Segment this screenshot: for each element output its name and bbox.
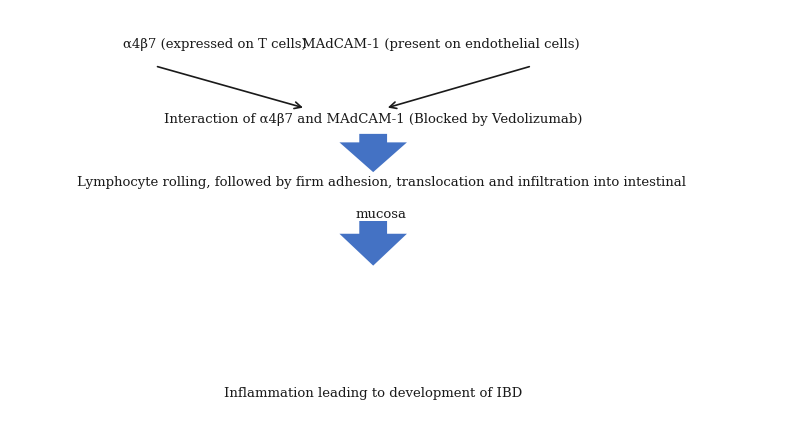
- Polygon shape: [340, 221, 407, 266]
- Text: mucosa: mucosa: [356, 208, 407, 221]
- Text: Inflammation leading to development of IBD: Inflammation leading to development of I…: [224, 387, 522, 399]
- Polygon shape: [340, 134, 407, 172]
- Text: α4β7 (expressed on T cells): α4β7 (expressed on T cells): [123, 38, 306, 51]
- Text: MAdCAM-1 (present on endothelial cells): MAdCAM-1 (present on endothelial cells): [302, 38, 580, 51]
- Text: Lymphocyte rolling, followed by firm adhesion, translocation and infiltration in: Lymphocyte rolling, followed by firm adh…: [76, 176, 686, 189]
- Text: Interaction of α4β7 and MAdCAM-1 (Blocked by Vedolizumab): Interaction of α4β7 and MAdCAM-1 (Blocke…: [164, 113, 582, 125]
